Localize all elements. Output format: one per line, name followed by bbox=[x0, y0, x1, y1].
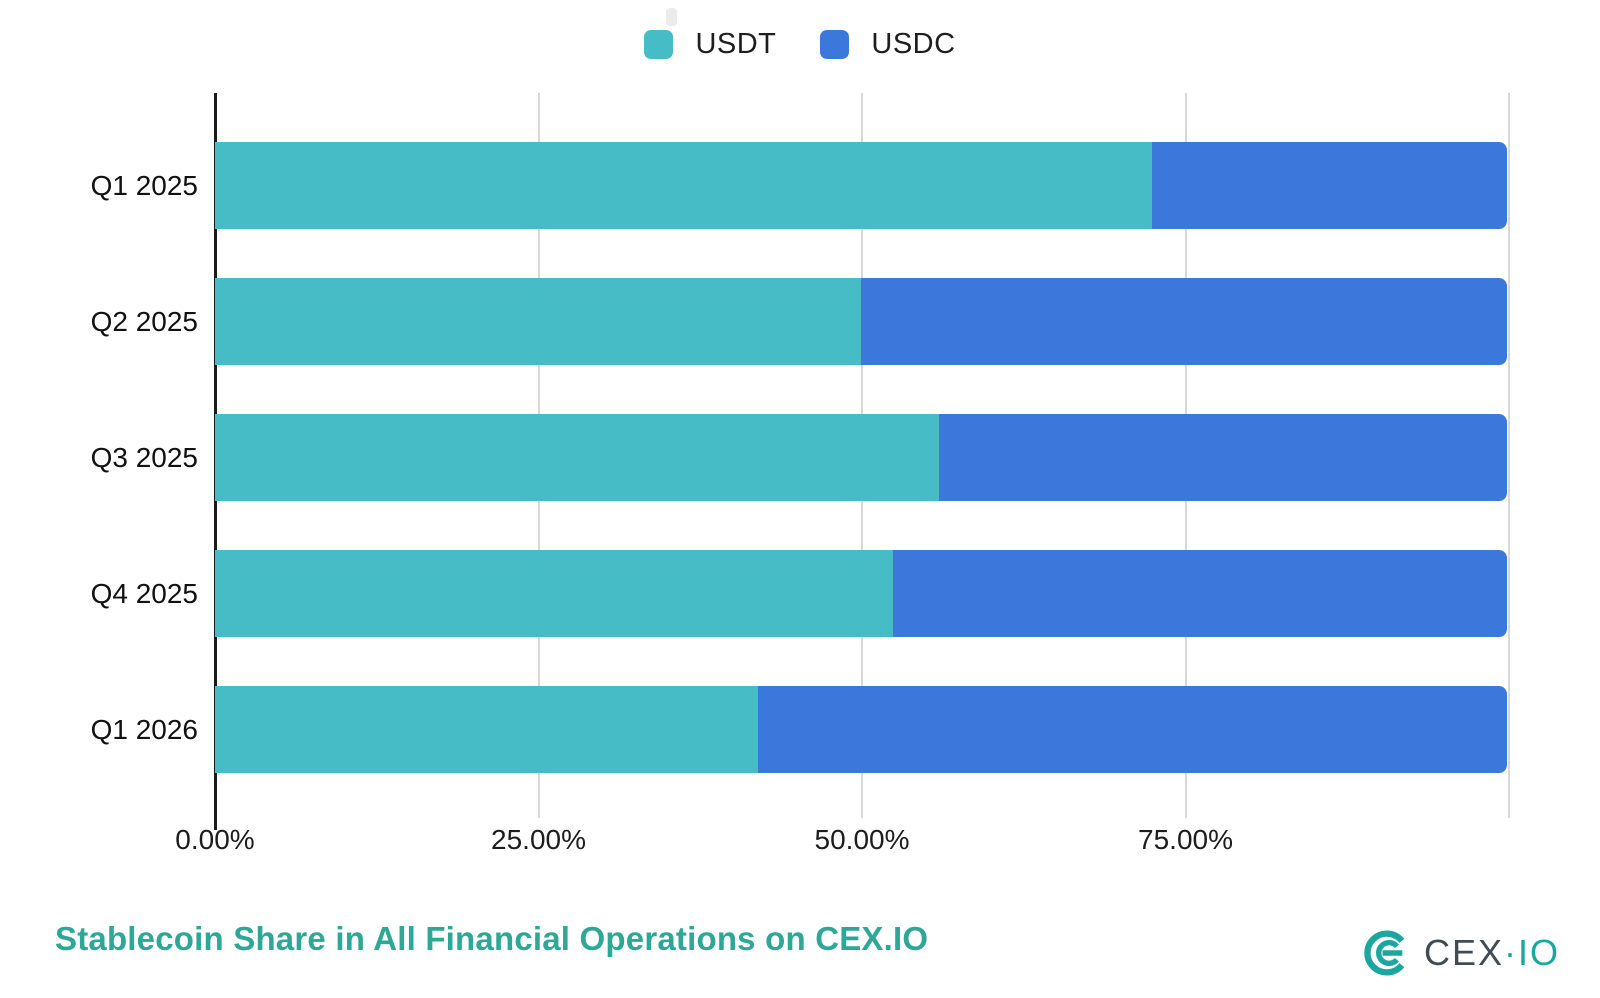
bar-segment-usdt-q1-2026 bbox=[215, 686, 758, 773]
legend-swatch-usdc bbox=[820, 30, 850, 59]
cexio-logo-icon bbox=[1364, 930, 1405, 976]
category-label-q3-2025: Q3 2025 bbox=[90, 442, 198, 473]
bar-segment-usdc-q3-2025 bbox=[938, 414, 1507, 501]
category-label-q1-2026: Q1 2026 bbox=[90, 714, 198, 745]
x-tick-label-0: 0.00% bbox=[175, 824, 255, 855]
bar-row-q1-2026 bbox=[215, 686, 1507, 773]
bar-segment-usdc-q2-2025 bbox=[861, 278, 1507, 365]
category-label-q2-2025: Q2 2025 bbox=[90, 306, 198, 337]
bar-row-q3-2025 bbox=[215, 414, 1507, 501]
chart-legend: USDT USDC bbox=[0, 28, 1600, 61]
bar-segment-usdt-q3-2025 bbox=[215, 414, 939, 501]
legend-item-usdc: USDC bbox=[820, 28, 955, 61]
bar-segment-usdc-q1-2026 bbox=[757, 686, 1507, 773]
gridline-100 bbox=[1508, 93, 1510, 818]
chart-title: Stablecoin Share in All Financial Operat… bbox=[55, 920, 929, 957]
bar-row-q4-2025 bbox=[215, 550, 1507, 637]
category-label-q1-2025: Q1 2025 bbox=[90, 170, 198, 201]
x-tick-label-75: 75.00% bbox=[1138, 824, 1233, 855]
brand-dot: · bbox=[1503, 932, 1518, 973]
cexio-logo-text: CEX·IO bbox=[1424, 932, 1560, 974]
brand-cex: CEX bbox=[1423, 932, 1504, 973]
cexio-logo: CEX·IO bbox=[1360, 926, 1560, 980]
artifact-mark bbox=[666, 8, 677, 26]
legend-label: USDC bbox=[871, 28, 956, 60]
bar-segment-usdt-q4-2025 bbox=[215, 550, 894, 637]
legend-swatch-usdt bbox=[644, 30, 674, 59]
plot-area: Q1 2025 Q2 2025 Q3 2025 Q4 2025 Q1 2026 0.00%… bbox=[91, 93, 1510, 855]
bar-segment-usdt-q2-2025 bbox=[215, 278, 861, 365]
x-tick-label-50: 50.00% bbox=[814, 824, 910, 855]
legend-label: USDT bbox=[695, 28, 777, 60]
bar-segment-usdc-q4-2025 bbox=[893, 550, 1507, 637]
category-label-q4-2025: Q4 2025 bbox=[90, 578, 198, 609]
bar-segment-usdt-q1-2025 bbox=[215, 142, 1152, 229]
x-tick-label-25: 25.00% bbox=[491, 824, 586, 855]
bar-row-q1-2025 bbox=[215, 142, 1507, 229]
bar-segment-usdc-q1-2025 bbox=[1151, 142, 1507, 229]
legend-item-usdt: USDT bbox=[644, 28, 776, 61]
bar-row-q2-2025 bbox=[215, 278, 1507, 365]
brand-io: IO bbox=[1517, 932, 1560, 973]
